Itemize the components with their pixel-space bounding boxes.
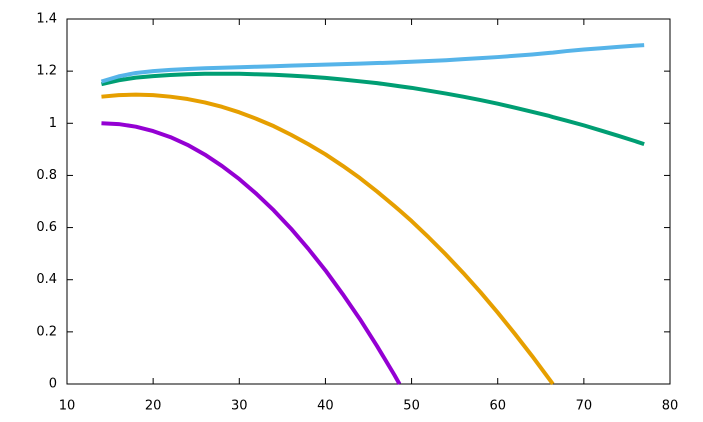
plot-frame: [66, 18, 671, 385]
x-tick-label: 80: [662, 399, 679, 414]
y-tick-label: 1.2: [36, 64, 57, 79]
series-line: [100, 43, 645, 84]
x-tick-label: 40: [317, 399, 334, 414]
series-line: [101, 121, 402, 385]
x-tick-label: 50: [403, 399, 420, 414]
y-tick-label: 0.4: [36, 272, 57, 287]
y-tick-label: 0.2: [36, 324, 57, 339]
x-tick-label: 30: [231, 399, 248, 414]
y-tick-label: 1.4: [36, 12, 57, 27]
series-line: [101, 71, 645, 147]
y-tick-label: 1: [49, 116, 57, 131]
y-tick-label: 0: [49, 377, 57, 392]
x-tick-label: 10: [59, 399, 76, 414]
x-tick-label: 60: [489, 399, 506, 414]
y-tick-label: 0.8: [36, 168, 57, 183]
series-line: [101, 92, 555, 386]
y-tick-label: 0.6: [36, 220, 57, 235]
x-tick-label: 20: [145, 399, 162, 414]
x-tick-label: 70: [576, 399, 593, 414]
